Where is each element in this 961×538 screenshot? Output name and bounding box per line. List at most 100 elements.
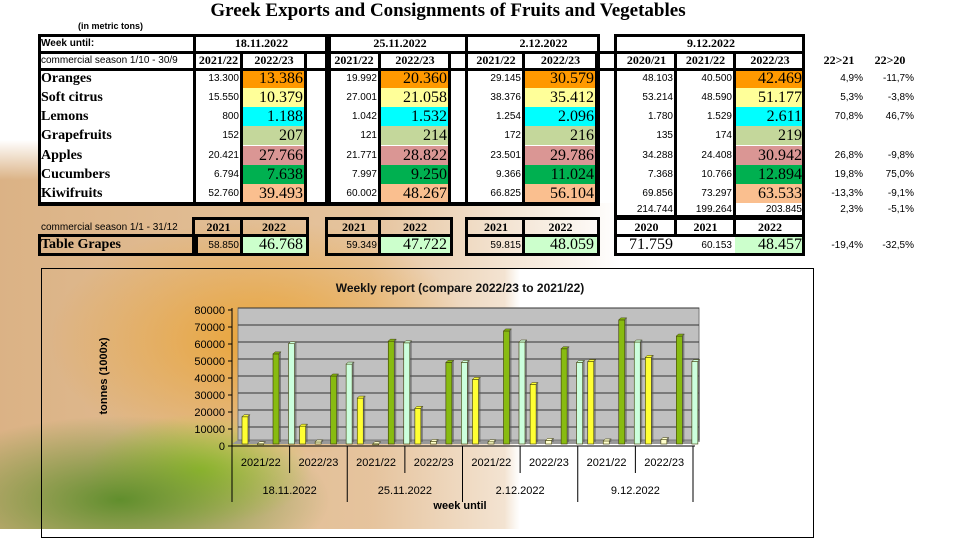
value-current: 56.104 [524,184,597,203]
value-current: 51.177 [735,88,805,107]
product-name: Cucumbers [41,166,111,182]
week-header: 18.11.2022 [234,36,289,50]
bar-table-grapes [691,361,699,445]
bar-kiwifruits [272,353,280,445]
bar-side [593,359,596,442]
value-prev: 52.760 [208,188,239,199]
pct-22-21: 26,8% [834,150,863,161]
y-tick-label: 80000 [194,305,225,317]
grapes-prev: 59.349 [346,239,377,251]
y-tick-label: 10000 [194,424,225,436]
bar-side [640,340,643,442]
bar-side [666,437,669,442]
value-current: 63.533 [735,184,805,203]
pct-22-21: 5,3% [840,92,863,103]
bar-side [467,360,470,442]
grapes-col-header: 2021 [693,220,718,234]
x-category-label: 2021/22 [356,457,396,469]
bar-kiwifruits [503,330,510,445]
value-current: 21.058 [380,88,450,107]
season-col-header: 2020/21 [626,53,667,67]
y-tick-label: 50000 [194,356,225,368]
product-name: Apples [41,147,83,163]
table-rule [38,202,598,205]
y-tick-label: 40000 [194,373,225,385]
x-category-label: 2021/22 [471,457,511,469]
grapes-col-header: 2021 [484,220,508,234]
total-value: 214.744 [636,204,673,215]
bar-grapefruits [660,439,668,445]
value-current: 2.611 [735,107,805,126]
grapes-season-label: commercial season 1/1 - 31/12 [41,222,178,233]
bar-kiwifruits [445,362,453,445]
bar-table-grapes [518,341,526,445]
grapes-col-header: 2021 [342,220,366,234]
bar-side [536,382,539,442]
value-prev: 152 [222,130,239,141]
season-col-header: 2022/23 [395,53,435,67]
grapes-pct-22-20: -32,5% [882,239,914,251]
pct-22-20: -11,7% [883,73,914,84]
week-until-label: Week until: [41,38,95,49]
bar-side [279,351,281,442]
grapes-current: 48.059 [524,236,597,254]
bar-side [451,360,454,442]
bar-side [363,396,366,442]
value-prev: 38.376 [490,92,521,103]
bar-side [294,341,297,442]
total-value: 199.264 [695,204,732,215]
value-prev: 135 [656,130,673,141]
bar-kiwifruits [387,340,395,445]
value-prev: 21.771 [346,150,377,161]
value-prev: 1.529 [706,111,732,122]
bar-soft-citrus [472,379,479,445]
table-rule [465,234,600,237]
value-current: 10.379 [242,88,306,107]
week-header: 2.12.2022 [519,36,568,50]
x-category-label: 2022/23 [299,457,339,469]
product-name: Soft citrus [41,89,103,105]
grapes-value: 48.457 [735,236,805,254]
x-category-label: 2021/22 [587,457,627,469]
value-current: 29.786 [524,146,597,165]
bar-side [478,377,481,442]
bar-table-grapes [345,363,353,445]
value-prev: 172 [504,130,521,141]
y-tick-label: 60000 [194,339,225,351]
page-title: Greek Exports and Consignments of Fruits… [210,0,686,21]
value-prev: 48.590 [701,92,732,103]
value-current: 219 [735,126,805,145]
value-prev: 24.408 [701,150,732,161]
bar-side [336,374,339,442]
pct-22-20: -3,8% [887,92,914,103]
bar-soft-citrus [241,416,249,445]
bar-side [609,438,612,442]
grapes-col-header: 2022 [403,220,427,234]
table-rule [617,215,805,218]
value-prev: 53.214 [642,92,673,103]
value-current: 12.894 [735,165,805,184]
bar-soft-citrus [587,361,595,445]
bar-grapefruits [314,441,322,445]
value-prev: 29.145 [490,73,521,84]
value-current: 2.096 [524,107,597,126]
value-prev: 9.366 [495,169,521,180]
x-category-label: 2022/23 [644,457,684,469]
pct-22-20: 75,0% [885,169,914,180]
week-header: 25.11.2022 [373,36,427,50]
bar-side [394,339,397,442]
season-col-header: 2022/23 [254,53,294,67]
chart-title: Weekly report (compare 2022/23 to 2021/2… [335,281,585,295]
bar-soft-citrus [414,407,422,445]
bar-soft-citrus [299,425,306,445]
table-rule [378,51,381,206]
value-prev: 121 [360,130,377,141]
bar-side [321,439,324,442]
table-rule [38,68,805,71]
grapes-prev: 59.815 [490,239,521,251]
value-prev: 69.856 [642,188,673,199]
bar-table-grapes [461,362,468,445]
value-current: 28.822 [380,146,450,165]
value-current: 20.360 [380,69,450,88]
value-current: 214 [380,126,450,145]
